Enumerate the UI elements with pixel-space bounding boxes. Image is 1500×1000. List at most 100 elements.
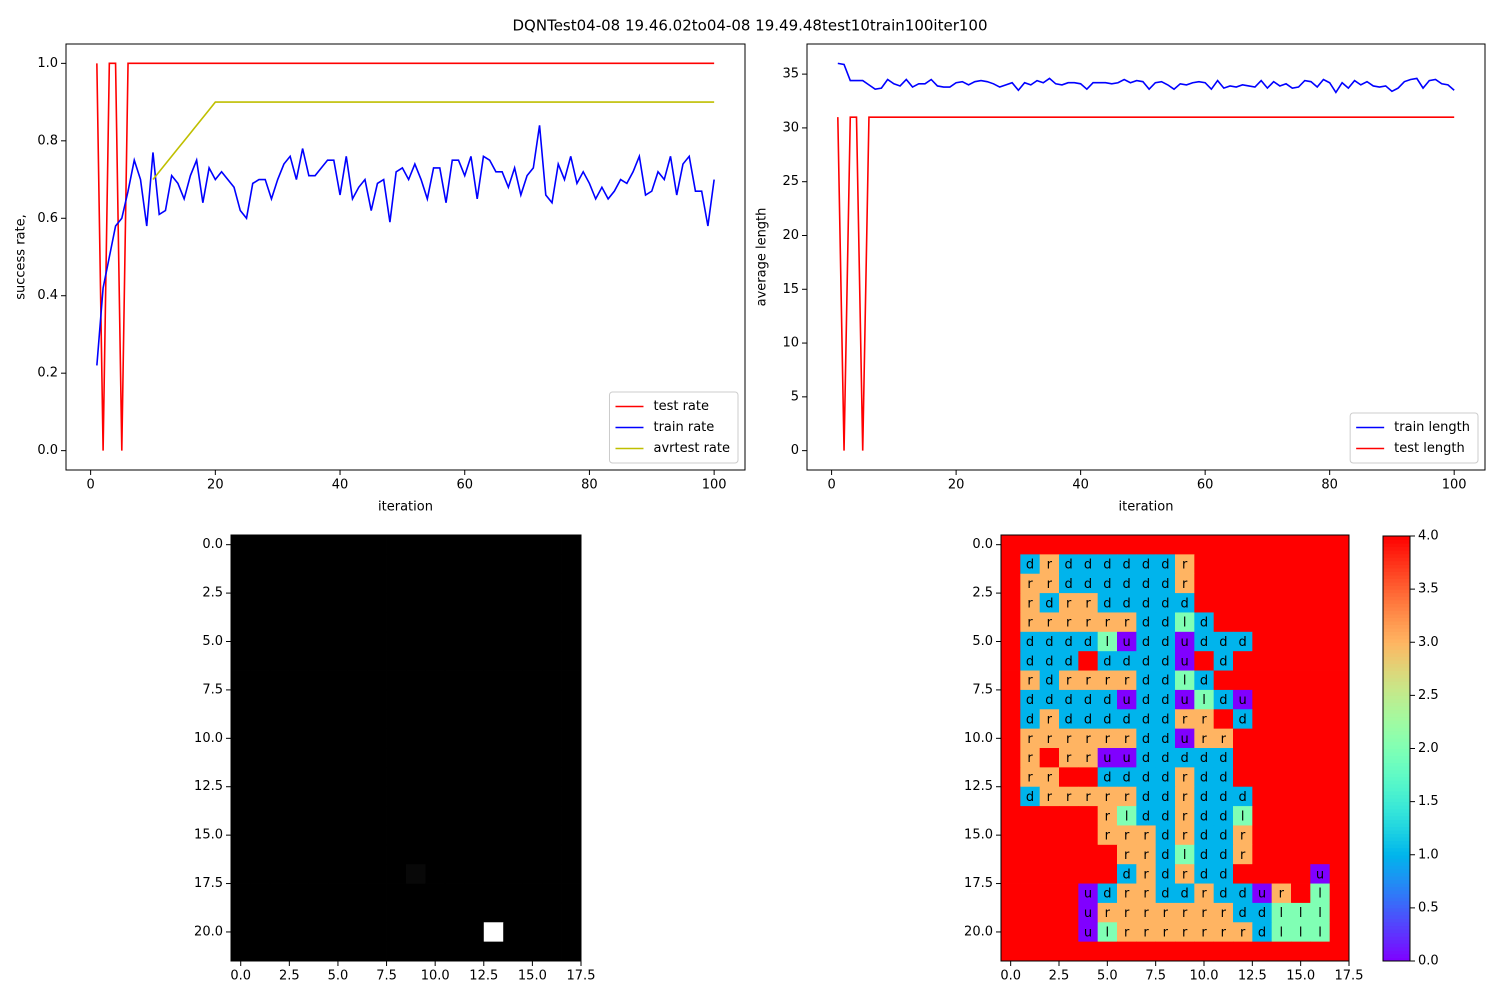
cell xyxy=(1213,883,1234,904)
cell xyxy=(1039,651,1060,671)
cell xyxy=(250,806,271,826)
cell xyxy=(561,573,582,594)
cell xyxy=(231,883,251,904)
cell xyxy=(1233,689,1253,710)
colorbar-strip xyxy=(1383,734,1410,739)
cell xyxy=(1136,902,1157,923)
cell xyxy=(542,864,562,884)
cell xyxy=(1271,612,1292,633)
y-axis-label: average length xyxy=(755,208,770,307)
colorbar-strip xyxy=(1383,755,1410,760)
cell xyxy=(1136,535,1157,555)
cell xyxy=(231,689,251,710)
cell xyxy=(1310,670,1331,691)
cell xyxy=(483,767,504,788)
x-tick-label: 12.5 xyxy=(469,969,498,984)
cell-label: r xyxy=(1105,829,1111,844)
cell xyxy=(1117,670,1137,691)
cell xyxy=(250,748,271,768)
x-tick-label: 17.5 xyxy=(567,969,596,984)
cell xyxy=(1020,554,1041,575)
cell xyxy=(367,612,387,633)
cell xyxy=(1291,535,1311,555)
cell xyxy=(1020,728,1041,749)
cell-label: d xyxy=(1161,674,1169,689)
colorbar-strip xyxy=(1383,847,1410,852)
colorbar-strip xyxy=(1383,897,1410,902)
cell xyxy=(503,786,524,807)
figure-title: DQNTest04-08 19.46.02to04-08 19.49.48tes… xyxy=(513,17,988,35)
x-tick-label: 0 xyxy=(827,478,835,493)
cell-label: d xyxy=(1026,558,1034,573)
cell xyxy=(444,941,465,962)
colorbar-strip xyxy=(1383,720,1410,725)
cell xyxy=(425,941,446,962)
cell-label: u xyxy=(1239,693,1247,708)
cell xyxy=(328,844,349,865)
y-tick-label: 15.0 xyxy=(964,828,993,843)
cell xyxy=(231,535,251,555)
cell xyxy=(1291,902,1311,923)
cell-label: r xyxy=(1163,906,1169,921)
cell-label: r xyxy=(1085,596,1091,611)
legend-box xyxy=(1349,412,1479,464)
series-line xyxy=(837,116,1455,451)
cell xyxy=(425,844,446,865)
cell xyxy=(308,631,329,652)
x-tick-label: 100 xyxy=(1442,478,1467,493)
cell xyxy=(1329,864,1350,884)
cell xyxy=(386,631,407,652)
series-line xyxy=(837,62,1455,94)
cell xyxy=(367,728,387,749)
colorbar-strip xyxy=(1383,929,1410,934)
cell xyxy=(1136,651,1157,671)
colorbar-strip xyxy=(1383,861,1410,866)
colorbar-strip xyxy=(1383,822,1410,827)
cell xyxy=(1039,844,1060,865)
y-tick-label: 17.5 xyxy=(964,876,993,891)
cell xyxy=(308,864,329,884)
cell xyxy=(425,806,446,826)
cell xyxy=(328,612,349,633)
cell xyxy=(1136,864,1157,884)
cell xyxy=(561,748,582,768)
cell xyxy=(1039,535,1060,555)
colorbar-strip xyxy=(1383,829,1410,834)
cell xyxy=(1059,631,1079,652)
cell-label: r xyxy=(1182,712,1188,727)
cell xyxy=(1117,844,1137,865)
cell xyxy=(1252,728,1273,749)
cell xyxy=(503,670,524,691)
cell-label: d xyxy=(1026,654,1034,669)
cell xyxy=(1233,767,1253,788)
cell xyxy=(1117,941,1137,962)
cell-label: d xyxy=(1123,558,1131,573)
cell xyxy=(425,709,446,730)
colorbar-strip xyxy=(1383,890,1410,895)
colorbar-strip xyxy=(1383,656,1410,661)
cell-label: d xyxy=(1045,654,1053,669)
cell xyxy=(1175,902,1195,923)
cell xyxy=(386,689,407,710)
cell xyxy=(503,806,524,826)
colorbar-strip xyxy=(1383,684,1410,689)
cell xyxy=(1252,786,1273,807)
cell xyxy=(1310,844,1331,865)
cell-label: r xyxy=(1124,616,1130,631)
colorbar-tick-label: 4.0 xyxy=(1418,529,1439,544)
cell-label: u xyxy=(1103,751,1111,766)
cell xyxy=(1194,631,1215,652)
y-tick-label: 35 xyxy=(782,67,799,82)
cell-label: r xyxy=(1143,887,1149,902)
cell xyxy=(1271,902,1292,923)
cell xyxy=(1059,922,1079,943)
cell xyxy=(542,825,562,846)
cell xyxy=(1059,689,1079,710)
cell xyxy=(289,902,310,923)
cell xyxy=(231,864,251,884)
cell xyxy=(1329,902,1350,923)
cell xyxy=(1252,767,1273,788)
colorbar-strip xyxy=(1383,801,1410,806)
cell-label: r xyxy=(1105,616,1111,631)
cell xyxy=(406,922,426,943)
